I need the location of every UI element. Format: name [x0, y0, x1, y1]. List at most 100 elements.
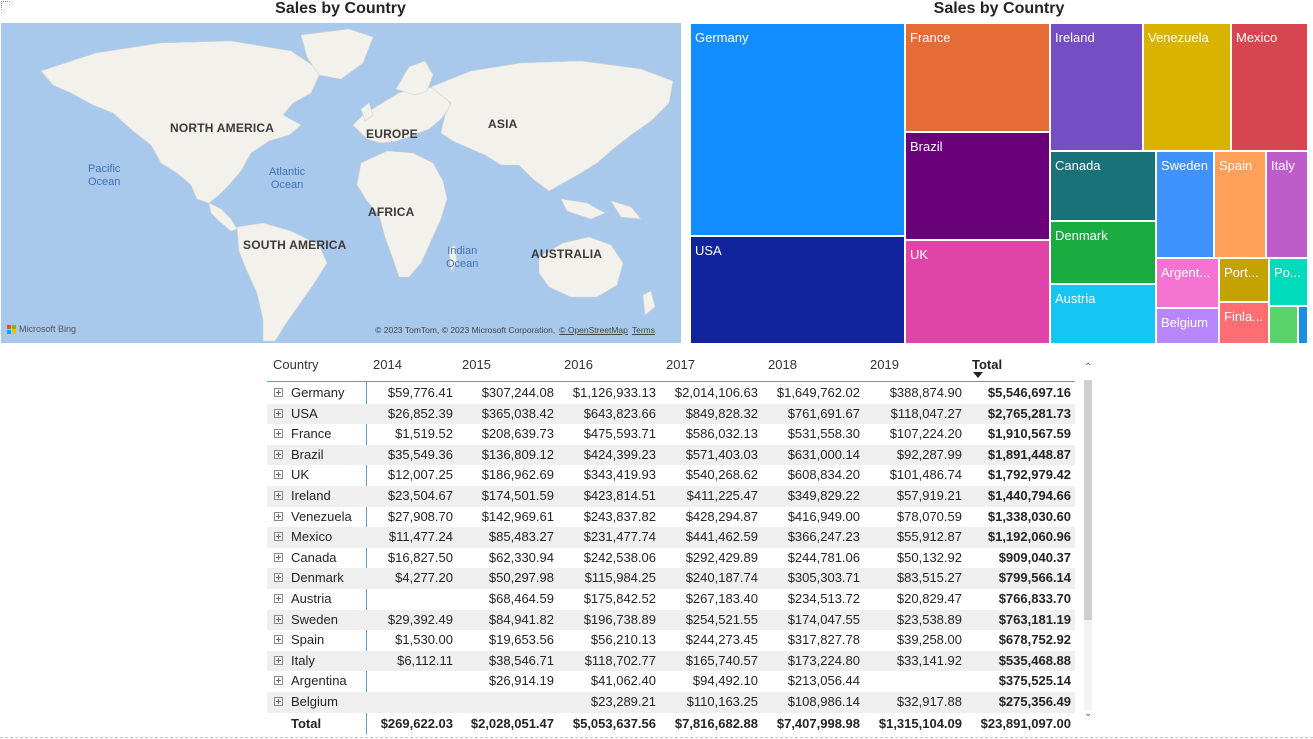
- row-header-country[interactable]: Mexico: [291, 529, 333, 545]
- expand-plus-icon[interactable]: [274, 429, 283, 439]
- scroll-up-icon[interactable]: ⌃: [1084, 362, 1093, 373]
- cell-value: $196,738.89: [583, 611, 656, 627]
- row-header-country[interactable]: Germany: [291, 385, 345, 400]
- treemap-tile-argent[interactable]: Argent...: [1156, 258, 1219, 308]
- bing-logo[interactable]: Microsoft Bing: [7, 324, 76, 334]
- expand-plus-icon[interactable]: [274, 511, 283, 521]
- matrix-row[interactable]: Sweden $29,392.49 $84,941.82 $196,738.89 $25…: [267, 609, 1075, 631]
- row-header-country[interactable]: Denmark: [291, 570, 344, 586]
- row-header-country[interactable]: Venezuela: [291, 508, 352, 524]
- cell-value: $39,258.00: [896, 632, 962, 648]
- matrix-row[interactable]: Argentina $26,914.19 $41,062.40 $94,492.10 $…: [267, 671, 1075, 692]
- matrix-scrollbar[interactable]: ⌃ ⌄: [1082, 352, 1094, 724]
- treemap-tile-unlabeled-20[interactable]: [1298, 306, 1308, 344]
- matrix-row[interactable]: France $1,519.52 $208,639.73 $475,593.71 $58…: [267, 424, 1075, 445]
- matrix-row[interactable]: Spain $1,530.00 $19,653.56 $56,210.13 $244,2…: [267, 630, 1075, 651]
- treemap-tile-italy[interactable]: Italy: [1266, 151, 1308, 258]
- row-header-country[interactable]: Argentina: [291, 673, 347, 689]
- cell-value: $136,809.12: [481, 446, 554, 462]
- terms-link[interactable]: Terms: [631, 325, 655, 335]
- treemap-tile-austria[interactable]: Austria: [1050, 284, 1156, 344]
- treemap-tile-canada[interactable]: Canada: [1050, 151, 1156, 221]
- cell-value: $244,273.45: [685, 632, 758, 648]
- expand-plus-icon[interactable]: [274, 614, 283, 624]
- expand-plus-icon[interactable]: [274, 449, 283, 459]
- treemap-tile-ireland[interactable]: Ireland: [1050, 23, 1143, 151]
- row-header-country[interactable]: Belgium: [291, 694, 338, 709]
- map-label-europe: EUROPE: [366, 127, 418, 141]
- matrix-row[interactable]: Canada $16,827.50 $62,330.94 $242,538.06 $29…: [267, 548, 1075, 569]
- openstreetmap-link[interactable]: © OpenStreetMap: [559, 325, 628, 335]
- row-header-country[interactable]: Sweden: [291, 611, 338, 627]
- row-header-country[interactable]: USA: [291, 405, 318, 421]
- cell-value: $388,874.90: [889, 385, 962, 400]
- treemap-tile-mexico[interactable]: Mexico: [1231, 23, 1308, 151]
- expand-plus-icon[interactable]: [274, 594, 283, 603]
- treemap-tile-france[interactable]: France: [905, 23, 1050, 132]
- treemap-tile-uk[interactable]: UK: [905, 240, 1050, 344]
- treemap-tile-port[interactable]: Port...: [1219, 258, 1269, 302]
- column-header-2014[interactable]: 2014: [373, 357, 402, 372]
- treemap-tile-sweden[interactable]: Sweden: [1156, 151, 1214, 258]
- expand-plus-icon[interactable]: [274, 552, 283, 562]
- row-header-country[interactable]: Ireland: [291, 488, 331, 503]
- expand-plus-icon[interactable]: [274, 655, 283, 665]
- matrix-row[interactable]: Ireland $23,504.67 $174,501.59 $423,814.51 $…: [267, 486, 1075, 507]
- cell-value: $16,827.50: [387, 549, 453, 565]
- treemap-tile-belgium[interactable]: Belgium: [1156, 308, 1219, 344]
- expand-plus-icon[interactable]: [274, 491, 283, 500]
- matrix-row[interactable]: USA $26,852.39 $365,038.42 $643,823.66 $849,…: [267, 403, 1075, 425]
- column-header-total[interactable]: Total: [972, 357, 1003, 372]
- map-title: Sales by Country: [275, 0, 406, 17]
- treemap-visual[interactable]: Germany USA France Brazil UK Ireland Venezuela…: [690, 23, 1308, 344]
- column-header-2015[interactable]: 2015: [462, 357, 491, 372]
- row-header-country[interactable]: Spain: [291, 632, 325, 648]
- matrix-row[interactable]: UK $12,007.25 $186,962.69 $343,419.93 $540,2…: [267, 465, 1075, 486]
- column-header-2018[interactable]: 2018: [768, 357, 797, 372]
- expand-plus-icon[interactable]: [274, 470, 283, 480]
- treemap-tile-usa[interactable]: USA: [690, 236, 905, 344]
- sort-descending-icon[interactable]: [973, 372, 983, 378]
- treemap-tile-denmark[interactable]: Denmark: [1050, 221, 1156, 284]
- row-header-country[interactable]: Austria: [291, 591, 332, 606]
- treemap-tile-unlabeled-19[interactable]: [1269, 306, 1298, 344]
- scrollbar-thumb[interactable]: [1084, 380, 1092, 620]
- matrix-row[interactable]: Germany $59,776.41 $307,244.08 $1,126,933.1…: [267, 383, 1075, 404]
- treemap-tile-germany[interactable]: Germany: [690, 23, 905, 236]
- treemap-tile-po[interactable]: Po...: [1269, 258, 1308, 306]
- treemap-tile-finla[interactable]: Finla...: [1219, 302, 1269, 344]
- expand-plus-icon[interactable]: [274, 532, 283, 542]
- treemap-tile-label: Venezuela: [1148, 30, 1209, 45]
- matrix-visual: Country 2014 2015 2016 2017 2018 2019 To…: [267, 352, 1095, 739]
- column-header-2017[interactable]: 2017: [666, 357, 695, 372]
- expand-plus-icon[interactable]: [274, 697, 283, 706]
- column-header-country[interactable]: Country: [273, 357, 319, 372]
- matrix-row[interactable]: Belgium $23,289.21 $110,163.25 $108,986.14 $…: [267, 692, 1075, 713]
- matrix-row[interactable]: Venezuela $27,908.70 $142,969.61 $243,837.8…: [267, 507, 1075, 528]
- row-header-country[interactable]: France: [291, 426, 332, 442]
- expand-plus-icon[interactable]: [274, 388, 283, 397]
- treemap-tile-brazil[interactable]: Brazil: [905, 132, 1050, 240]
- matrix-row[interactable]: Denmark $4,277.20 $50,297.98 $115,984.25 $24…: [267, 568, 1075, 589]
- expand-plus-icon[interactable]: [274, 408, 283, 418]
- column-total-value: $7,407,998.98: [776, 716, 860, 731]
- row-header-country[interactable]: Italy: [291, 652, 315, 668]
- expand-plus-icon[interactable]: [274, 573, 283, 583]
- map-visual[interactable]: NORTH AMERICA EUROPE ASIA AFRICA SOUTH A…: [1, 23, 681, 343]
- column-header-2016[interactable]: 2016: [564, 357, 593, 372]
- row-header-country[interactable]: Brazil: [291, 446, 324, 462]
- cell-value: $242,538.06: [583, 549, 656, 565]
- matrix-row[interactable]: Brazil $35,549.36 $136,809.12 $424,399.23 $5…: [267, 444, 1075, 466]
- cell-value: $11,477.24: [388, 529, 453, 545]
- matrix-row[interactable]: Mexico $11,477.24 $85,483.27 $231,477.74 $44…: [267, 527, 1075, 548]
- expand-plus-icon[interactable]: [274, 635, 283, 645]
- treemap-tile-spain[interactable]: Spain: [1214, 151, 1266, 258]
- matrix-row[interactable]: Austria $68,464.59 $175,842.52 $267,183.40 $…: [267, 589, 1075, 610]
- row-header-country[interactable]: Canada: [291, 549, 337, 565]
- expand-plus-icon[interactable]: [274, 676, 283, 686]
- matrix-row[interactable]: Italy $6,112.11 $38,546.71 $118,702.77 $165,…: [267, 650, 1075, 672]
- row-header-country[interactable]: UK: [291, 467, 310, 483]
- treemap-tile-venezuela[interactable]: Venezuela: [1143, 23, 1231, 151]
- scroll-down-icon[interactable]: ⌄: [1084, 708, 1093, 719]
- column-header-2019[interactable]: 2019: [870, 357, 899, 372]
